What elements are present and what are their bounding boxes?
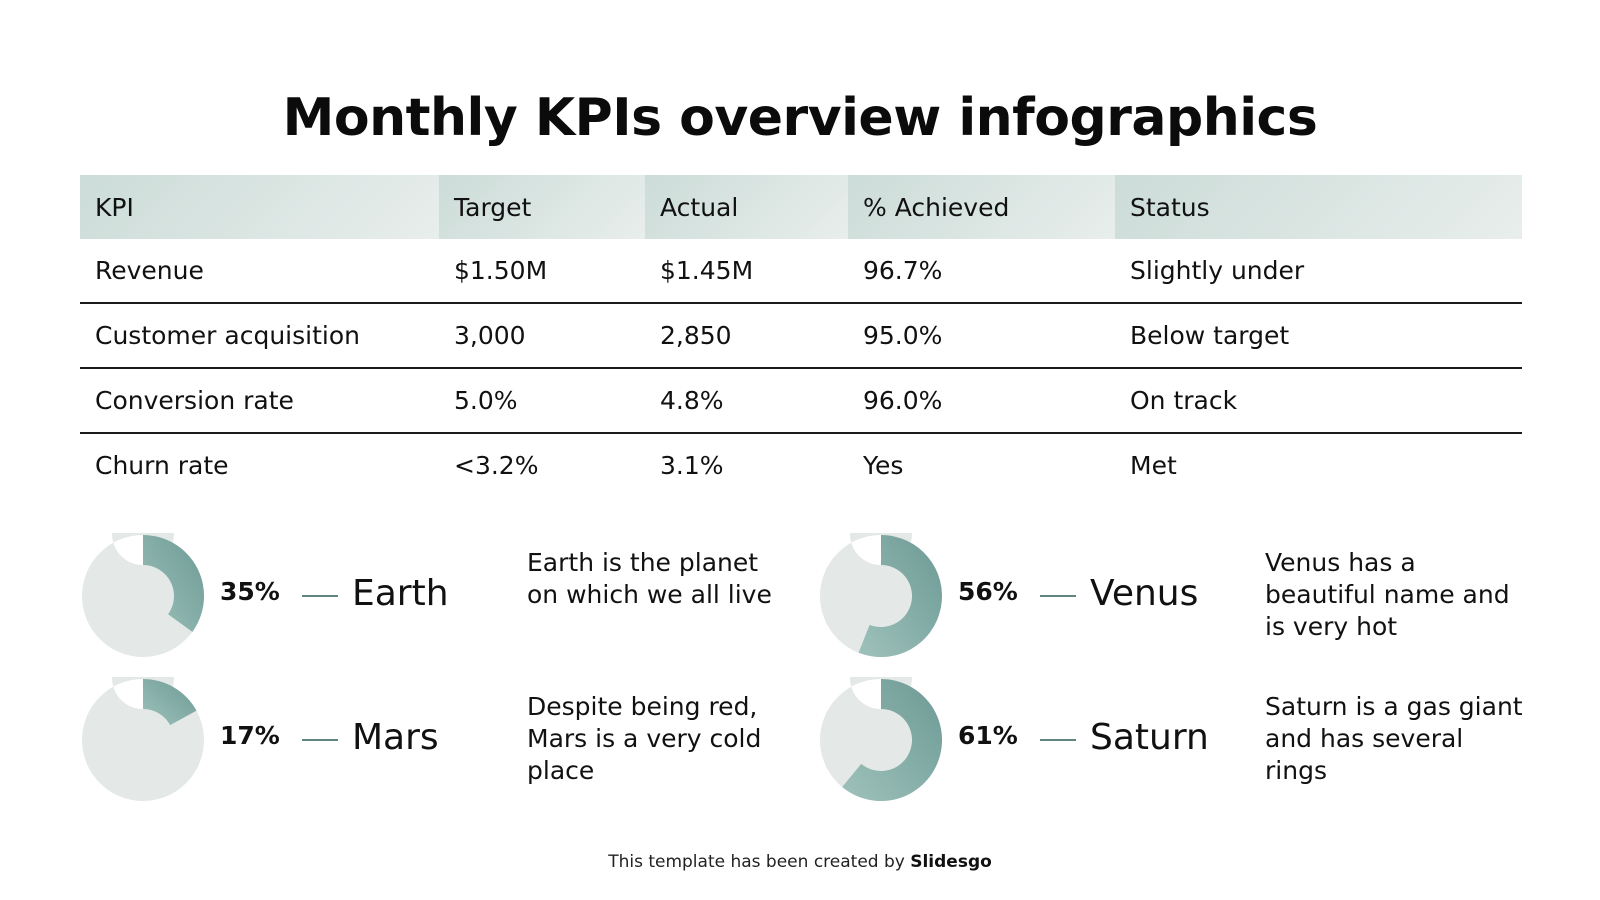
column-header-achieved: % Achieved: [848, 175, 1115, 239]
cell-target: <3.2%: [454, 451, 539, 480]
donut-segment: [143, 535, 204, 632]
planet-description: Venus has a beautiful name and is very h…: [1265, 548, 1510, 641]
cell-achieved: 96.7%: [848, 239, 1115, 304]
cell-kpi: Customer acquisition: [80, 303, 439, 369]
cell-kpi: Churn rate: [95, 451, 229, 480]
cell-status: Slightly under: [1115, 239, 1522, 304]
kpi-table: KPI Target Actual % Achieved Status Reve…: [80, 175, 1522, 497]
cell-status: On track: [1115, 368, 1522, 434]
cell-actual: 4.8%: [645, 368, 848, 434]
donut-segment: [858, 535, 942, 657]
donut-chart: [820, 677, 942, 801]
cell-status: Met: [1130, 451, 1177, 480]
donut-chart: [820, 533, 942, 657]
cell-target: 3,000: [439, 303, 645, 369]
table-row: Revenue $1.50M $1.45M 96.7% Slightly und…: [80, 239, 1522, 304]
footer-text: This template has been created by: [608, 852, 905, 872]
column-header-target: Target: [439, 175, 645, 239]
cell-kpi: Conversion rate: [80, 368, 439, 434]
connector-line: [1040, 595, 1076, 597]
donut-segment: [842, 679, 942, 801]
footer-brand: Slidesgo: [910, 852, 992, 872]
cell-target: 5.0%: [439, 368, 645, 434]
cell-achieved: 96.0%: [848, 368, 1115, 434]
planet-description: Earth is the planet on which we all live: [527, 548, 772, 609]
planet-name: Saturn: [1090, 717, 1209, 758]
column-header-actual: Actual: [645, 175, 848, 239]
donut-chart: [82, 533, 204, 657]
cell-actual: 3.1%: [660, 451, 724, 480]
column-header-status: Status: [1115, 175, 1522, 239]
cell-achieved: 95.0%: [848, 303, 1115, 369]
page-title: Monthly KPIs overview infographics: [282, 88, 1318, 148]
percent-label: 61%: [958, 721, 1018, 750]
donut-segment: [143, 679, 197, 726]
cell-kpi: Revenue: [80, 239, 439, 304]
cell-achieved: Yes: [863, 451, 904, 480]
connector-line: [302, 595, 338, 597]
planet-description: Despite being red, Mars is a very cold p…: [527, 692, 762, 785]
table-row: Customer acquisition 3,000 2,850 95.0% B…: [80, 303, 1522, 369]
footer-credit: This template has been created by Slides…: [0, 852, 1600, 872]
donut-chart: [82, 677, 204, 801]
donut-track: [82, 677, 204, 801]
percent-label: 17%: [220, 721, 280, 750]
connector-line: [1040, 739, 1076, 741]
cell-actual: $1.45M: [645, 239, 848, 304]
percent-label: 56%: [958, 577, 1018, 606]
table-row: Conversion rate 5.0% 4.8% 96.0% On track: [80, 368, 1522, 434]
table-row: Churn rate <3.2% 3.1% Yes Met: [80, 433, 1522, 497]
column-header-kpi: KPI: [80, 175, 439, 239]
cell-status: Below target: [1115, 303, 1522, 369]
table-header-row: KPI Target Actual % Achieved Status: [80, 175, 1522, 239]
cell-target: $1.50M: [439, 239, 645, 304]
planet-name: Mars: [352, 717, 439, 758]
connector-line: [302, 739, 338, 741]
planet-name: Earth: [352, 573, 449, 614]
planet-description: Saturn is a gas giant and has several ri…: [1265, 692, 1523, 785]
percent-label: 35%: [220, 577, 280, 606]
cell-actual: 2,850: [645, 303, 848, 369]
planet-name: Venus: [1090, 573, 1199, 614]
